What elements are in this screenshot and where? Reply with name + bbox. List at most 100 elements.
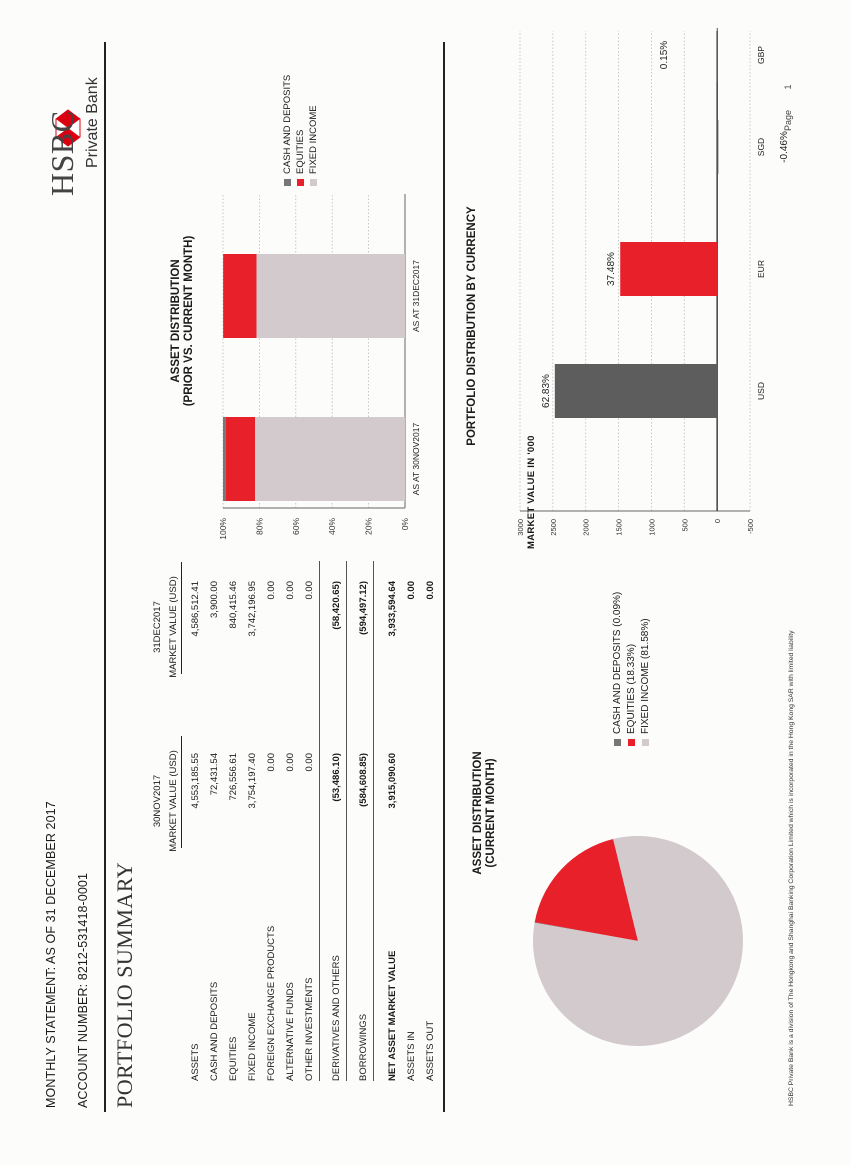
y-tick-label: 2000 [582,519,591,536]
y-tick-label: 0 [713,519,722,523]
col2-date: 31DEC2017 [152,601,163,653]
data-label: 37.48% [606,252,617,286]
table-row: BORROWINGS (584,608.85) (594,497.12) [355,581,373,1081]
y-tick-label: 2500 [549,519,558,536]
stack-bar-segment [223,417,226,501]
legend-label: CASH AND DEPOSITS [282,74,293,174]
table-row: FOREIGN EXCHANGE PRODUCTS 0.00 0.00 [263,581,281,1081]
y-tick-label: 60% [291,518,301,535]
row-value-dec: 4,586,512.41 [190,581,201,637]
legend-label: EQUITIES [295,129,306,174]
row-value-dec: 0.00 [266,581,277,600]
row-value-dec: 840,415.46 [228,581,239,629]
stack-bar-segment [255,417,406,501]
legend-item: EQUITIES (18.33%) [626,592,637,746]
col1-date: 30NOV2017 [152,774,163,828]
currency-chart: -500 0 500 1000 1500 2000 2500 3000 62.83% USD 37.… [516,28,788,536]
table-row: CASH AND DEPOSITS 72,431.54 3,900.00 [206,581,224,1081]
x-tick-label: AS AT 31DEC2017 [411,260,421,332]
currency-bar [717,120,719,174]
table-row: FIXED INCOME 3,754,197.40 3,742,196.95 [244,581,262,1081]
pie-chart [533,836,743,1046]
legend-swatch [614,739,621,746]
col1-underline [181,736,182,848]
logo-subtext: Private Bank [84,77,101,168]
table-row: ASSETS 4,553,185.55 4,586,512.41 [187,581,205,1081]
logo-text: HSBC [44,110,80,196]
data-label: 0.15% [659,41,670,69]
y-tick-label: 100% [218,518,228,540]
y-tick-label: 3000 [516,519,525,536]
pie-slice-cash [534,922,638,941]
statement-date: MONTHLY STATEMENT: AS OF 31 DECEMBER 201… [44,801,58,1108]
table-separator [346,561,347,1081]
data-label: -0.46% [779,131,788,163]
row-value-dec: 0.00 [406,581,417,600]
x-tick-label: USD [756,382,766,400]
y-tick-label: 0% [400,518,410,531]
y-tick-label: 1500 [615,519,624,536]
hsbc-logo: HSBC Private Bank [40,46,110,196]
currency-bar [620,242,718,296]
legend-item: FIXED INCOME [308,75,319,186]
account-number: ACCOUNT NUMBER: 8212-531418-0001 [76,872,90,1108]
y-tick-label: 40% [327,518,337,535]
legend-label: EQUITIES (18.33%) [626,643,637,734]
legend-label: FIXED INCOME [308,105,319,174]
stack-bar-segment [256,254,405,338]
stack-bar-segment [225,417,256,501]
stack-title: ASSET DISTRIBUTION (PRIOR VS. CURRENT MO… [170,235,195,407]
legend-swatch [284,179,291,186]
table-row: DERIVATIVES AND OTHERS (53,486.10) (58,420… [328,581,346,1081]
legend-item: CASH AND DEPOSITS (0.09%) [612,592,623,746]
data-label: 62.83% [541,374,552,408]
legend-label: CASH AND DEPOSITS (0.09%) [612,591,623,734]
legend-item: EQUITIES [295,75,306,186]
stack-bar-segment [223,254,257,338]
currency-bar [554,364,718,418]
table-separator [319,561,320,1081]
y-tick-label: 80% [254,518,264,535]
row-value-dec: 0.00 [425,581,436,600]
y-tick-label: 500 [680,519,689,532]
col1-header: MARKET VALUE (USD) [168,750,179,852]
row-value-dec: 3,742,196.95 [247,581,258,637]
legend-item: FIXED INCOME (81.58%) [640,592,651,746]
col2-underline [181,562,182,674]
row-value-dec: 3,900.00 [209,581,220,618]
table-row: ALTERNATIVE FUNDS 0.00 0.00 [282,581,300,1081]
x-tick-label: AS AT 30NOV2017 [411,423,421,496]
stack-legend: CASH AND DEPOSITS EQUITIES FIXED INCOME [282,75,321,186]
y-tick-label: -500 [746,519,755,534]
table-row: NET ASSET MARKET VALUE 3,915,090.60 3,933,… [384,581,402,1081]
legend-swatch [297,179,304,186]
legend-swatch [628,739,635,746]
hsbc-hexagon-icon [55,109,81,147]
legend-swatch [642,739,649,746]
y-tick-label: 1000 [647,519,656,536]
table-row: OTHER INVESTMENTS 0.00 0.00 [301,581,319,1081]
table-separator [373,561,374,1081]
row-value-dec: (594,497.12) [358,581,369,635]
y-tick-label: 20% [364,518,374,535]
table-row: ASSETS IN 0.00 [403,581,421,1081]
page-label: Page 1 [783,84,793,131]
pie-legend: CASH AND DEPOSITS (0.09%) EQUITIES (18.33… [612,592,654,746]
row-value-dec: 3,933,594.64 [387,581,398,637]
legend-label: FIXED INCOME (81.58%) [640,618,651,734]
page-title: PORTFOLIO SUMMARY [112,861,137,1108]
pie-slice-equities [534,838,638,941]
footer-disclaimer: HSBC Private Bank is a division of The H… [788,630,795,1106]
table-row: EQUITIES 726,556.61 840,415.46 [225,581,243,1081]
pie-title: ASSET DISTRIBUTION (CURRENT MONTH) [472,751,497,875]
row-value-dec: 0.00 [304,581,315,600]
x-tick-label: GBP [756,46,766,64]
legend-swatch [310,179,317,186]
header-divider [104,42,106,1112]
pie-slice-fixed-income [533,836,743,1046]
x-tick-label: EUR [756,260,766,278]
table-row: ASSETS OUT 0.00 [422,581,440,1081]
row-value-dec: 0.00 [285,581,296,600]
